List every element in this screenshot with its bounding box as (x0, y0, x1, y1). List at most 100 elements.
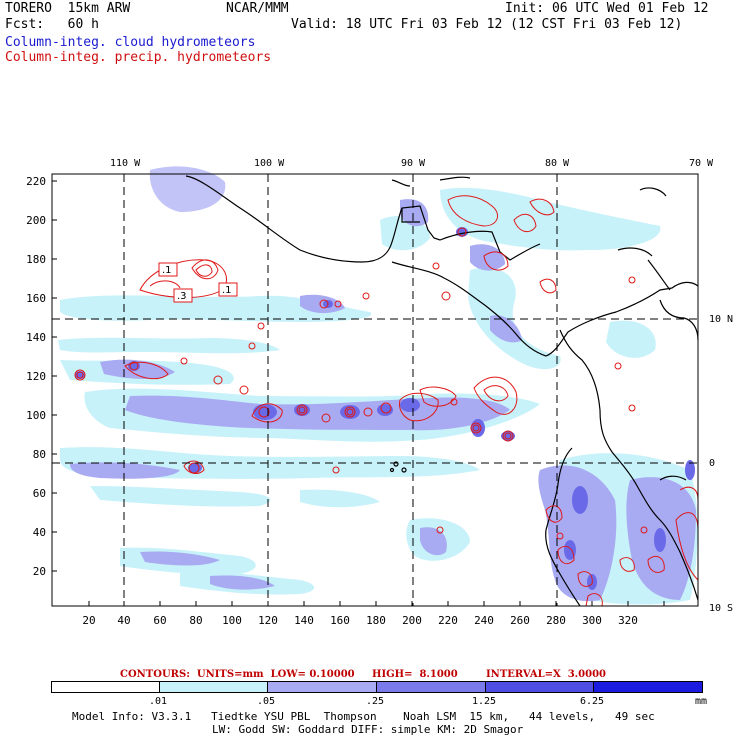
fill-region (210, 575, 275, 590)
lon-label: 110 W (110, 158, 141, 169)
y-tick-label: 200 (26, 214, 46, 227)
latitude-labels: 10 N 0 10 S (709, 314, 733, 614)
fill-region (140, 551, 220, 566)
y-tick-label: 80 (33, 448, 46, 461)
legend-swatch (485, 681, 594, 693)
y-tick-label: 40 (33, 526, 46, 539)
lon-label: 100 W (254, 158, 285, 169)
fill-region (58, 337, 280, 354)
legend-swatch (593, 681, 703, 693)
x-tick-label: 100 (222, 614, 242, 627)
fill-region (440, 187, 661, 251)
model-info-line2: LW: Godd SW: Goddard DIFF: simple KM: 2D… (212, 723, 524, 736)
fill-region (468, 267, 561, 370)
x-tick-label: 140 (294, 614, 314, 627)
fill-region (400, 199, 429, 227)
init-time: Init: 06 UTC Wed 01 Feb 12 (505, 1, 709, 16)
fill-region (400, 398, 420, 412)
x-tick-label: 180 (366, 614, 386, 627)
x-tick-label: 120 (258, 614, 278, 627)
y-tick-label: 220 (26, 175, 46, 188)
x-tick-label: 200 (402, 614, 422, 627)
model-title: TORERO 15km ARW (5, 1, 131, 16)
valid-time: Valid: 18 UTC Fri 03 Feb 12 (12 CST Fri … (291, 17, 683, 32)
lat-label: 0 (709, 458, 715, 469)
x-axis-labels: 20 40 60 80 100 120 140 160 180 200 220 … (82, 614, 638, 627)
y-tick-label: 20 (33, 565, 46, 578)
cloud-hydrometeor-fills (58, 166, 698, 605)
contour-info-units: CONTOURS: UNITS=mm LOW= 0.10000 (120, 669, 355, 680)
axis-ticks (52, 180, 665, 606)
fill-region (300, 489, 380, 508)
fill-region (149, 166, 226, 212)
lat-label: 10 S (709, 603, 733, 614)
x-tick-label: 80 (189, 614, 202, 627)
contour-label: .3 (177, 291, 187, 302)
contour-label: .1 (162, 265, 172, 276)
lat-label: 10 N (709, 314, 733, 325)
x-tick-label: 300 (582, 614, 602, 627)
x-tick-label: 60 (153, 614, 166, 627)
legend-swatch (51, 681, 160, 693)
fill-region (340, 405, 360, 419)
legend-tick: 6.25 (580, 696, 605, 707)
x-tick-label: 280 (546, 614, 566, 627)
forecast-hour: Fcst: 60 h (5, 17, 99, 32)
legend-swatch (376, 681, 486, 693)
precip-contours (74, 195, 699, 607)
x-tick-label: 40 (117, 614, 130, 627)
fill-region (420, 527, 447, 556)
field-title-cloud: Column-integ. cloud hydrometeors (5, 35, 256, 50)
y-tick-label: 180 (26, 253, 46, 266)
model-info-line1: Model Info: V3.3.1 Tiedtke YSU PBL Thomp… (72, 710, 655, 723)
contour-info-high: HIGH= 8.1000 (372, 669, 458, 680)
legend-swatch (267, 681, 377, 693)
fill-region (538, 465, 617, 602)
legend-tick: .05 (257, 696, 276, 707)
contour-label: .1 (222, 285, 232, 296)
fill-region (606, 320, 656, 358)
x-tick-label: 320 (618, 614, 638, 627)
y-tick-label: 100 (26, 409, 46, 422)
lon-label: 70 W (689, 158, 714, 169)
legend-units: mm (695, 696, 708, 707)
fill-region (501, 431, 515, 441)
coastline (185, 175, 699, 607)
y-tick-label: 140 (26, 331, 46, 344)
fill-region (294, 404, 310, 416)
x-tick-label: 220 (438, 614, 458, 627)
fill-region (470, 244, 505, 271)
fill-region (685, 460, 695, 480)
lon-label: 80 W (545, 158, 570, 169)
lon-label: 90 W (401, 158, 426, 169)
y-tick-label: 60 (33, 487, 46, 500)
latlon-grid (52, 174, 698, 606)
fill-region (90, 486, 271, 507)
x-tick-label: 160 (330, 614, 350, 627)
fill-region (253, 404, 277, 420)
fill-region (300, 294, 345, 314)
fill-region (654, 528, 666, 552)
map-frame (51, 173, 699, 607)
y-tick-label: 160 (26, 292, 46, 305)
fill-region (60, 295, 372, 322)
fill-region (564, 540, 576, 560)
fill-region (490, 315, 522, 343)
contour-labels: .1 .3 .1 (158, 262, 238, 303)
longitude-labels: 110 W 100 W 90 W 80 W 70 W (110, 158, 714, 169)
legend-swatch (159, 681, 268, 693)
legend-tick: .25 (366, 696, 385, 707)
x-tick-label: 240 (474, 614, 494, 627)
legend-tick: 1.25 (472, 696, 497, 707)
organization-label: NCAR/MMM (226, 1, 289, 16)
field-title-precip: Column-integ. precip. hydrometeors (5, 50, 272, 65)
fill-region (572, 486, 588, 514)
y-axis-labels: 220 200 180 160 140 120 100 80 60 40 20 (26, 175, 46, 578)
x-tick-label: 20 (82, 614, 95, 627)
legend-tick: .01 (149, 696, 168, 707)
x-tick-label: 260 (510, 614, 530, 627)
fill-region (70, 462, 180, 479)
y-tick-label: 120 (26, 370, 46, 383)
contour-info-interval: INTERVAL=X 3.0000 (486, 669, 606, 680)
